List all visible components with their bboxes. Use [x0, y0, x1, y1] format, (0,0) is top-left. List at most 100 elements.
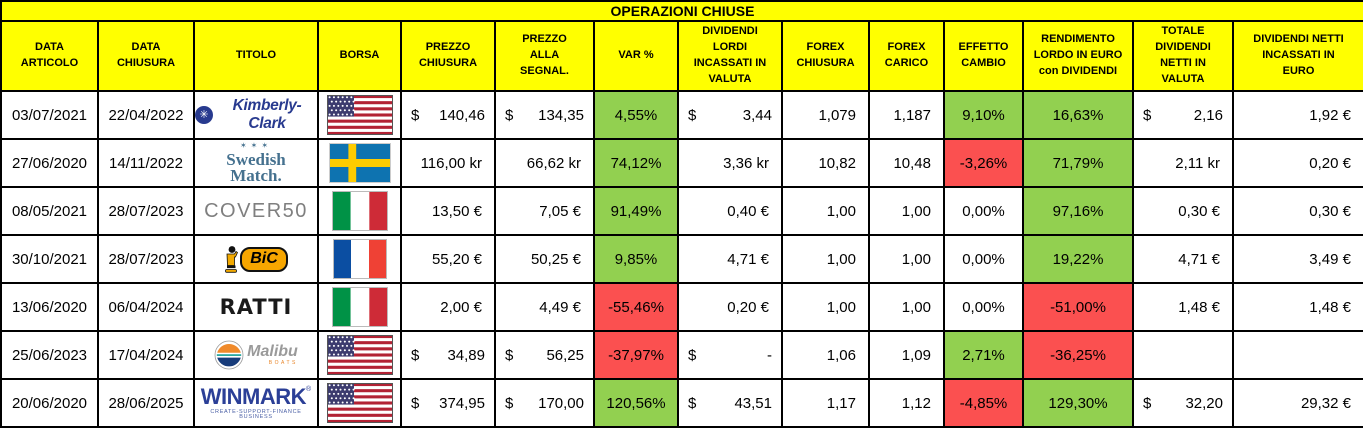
cell-var-pct[interactable]: 120,56% [593, 378, 679, 428]
cell-dividendi-lordi[interactable]: $ - [677, 330, 783, 380]
cell-rendimento-lordo[interactable]: 97,16% [1022, 186, 1134, 236]
cell-forex-carico[interactable]: 1,09 [868, 330, 945, 380]
cell-data-articolo[interactable]: 20/06/2020 [0, 378, 99, 428]
cell-data-chiusura[interactable]: 28/07/2023 [97, 234, 195, 284]
cell-borsa[interactable] [317, 378, 402, 428]
cell-rendimento-lordo[interactable]: -51,00% [1022, 282, 1134, 332]
cell-data-chiusura[interactable]: 14/11/2022 [97, 138, 195, 188]
cell-totale-dividendi-netti[interactable] [1132, 330, 1234, 380]
cell-borsa[interactable] [317, 138, 402, 188]
cell-dividendi-lordi[interactable]: 4,71 € [677, 234, 783, 284]
cell-effetto-cambio[interactable]: 9,10% [943, 90, 1024, 140]
cell-data-chiusura[interactable]: 17/04/2024 [97, 330, 195, 380]
cell-titolo[interactable]: COVER50 [193, 186, 319, 236]
cell-totale-dividendi-netti[interactable]: $32,20 [1132, 378, 1234, 428]
cell-forex-carico[interactable]: 1,187 [868, 90, 945, 140]
cell-data-articolo[interactable]: 08/05/2021 [0, 186, 99, 236]
cell-totale-dividendi-netti[interactable]: 2,11 kr [1132, 138, 1234, 188]
cell-borsa[interactable] [317, 234, 402, 284]
cell-forex-chiusura[interactable]: 1,17 [781, 378, 870, 428]
cell-titolo[interactable]: BiC [193, 234, 319, 284]
col-header-prezzo-chiusura[interactable]: PREZZO CHIUSURA [400, 20, 496, 92]
cell-rendimento-lordo[interactable]: 16,63% [1022, 90, 1134, 140]
cell-data-articolo[interactable]: 25/06/2023 [0, 330, 99, 380]
cell-dividendi-netti-euro[interactable]: 1,48 € [1232, 282, 1363, 332]
cell-dividendi-lordi[interactable]: 0,20 € [677, 282, 783, 332]
cell-prezzo-alla-segnal[interactable]: $170,00 [494, 378, 595, 428]
cell-borsa[interactable] [317, 186, 402, 236]
cell-effetto-cambio[interactable]: 0,00% [943, 234, 1024, 284]
col-header-data-articolo[interactable]: DATA ARTICOLO [0, 20, 99, 92]
col-header-dividendi-lordi[interactable]: DIVIDENDI LORDI INCASSATI IN VALUTA [677, 20, 783, 92]
cell-prezzo-chiusura[interactable]: 55,20 € [400, 234, 496, 284]
cell-effetto-cambio[interactable]: 2,71% [943, 330, 1024, 380]
col-header-rendimento-lordo[interactable]: RENDIMENTO LORDO IN EURO con DIVIDENDI [1022, 20, 1134, 92]
cell-prezzo-alla-segnal[interactable]: 50,25 € [494, 234, 595, 284]
cell-prezzo-alla-segnal[interactable]: $134,35 [494, 90, 595, 140]
cell-titolo[interactable]: ✶✶✶ Swedish Match. [193, 138, 319, 188]
cell-prezzo-alla-segnal[interactable]: $56,25 [494, 330, 595, 380]
cell-forex-chiusura[interactable]: 1,06 [781, 330, 870, 380]
col-header-titolo[interactable]: TITOLO [193, 20, 319, 92]
cell-totale-dividendi-netti[interactable]: $2,16 [1132, 90, 1234, 140]
cell-dividendi-netti-euro[interactable]: 3,49 € [1232, 234, 1363, 284]
col-header-data-chiusura[interactable]: DATA CHIUSURA [97, 20, 195, 92]
cell-prezzo-chiusura[interactable]: $140,46 [400, 90, 496, 140]
cell-dividendi-netti-euro[interactable]: 0,20 € [1232, 138, 1363, 188]
cell-titolo[interactable]: WINMARK® CREATE-SUPPORT-FINANCE BUSINESS [193, 378, 319, 428]
cell-rendimento-lordo[interactable]: 71,79% [1022, 138, 1134, 188]
cell-data-articolo[interactable]: 03/07/2021 [0, 90, 99, 140]
cell-forex-chiusura[interactable]: 1,00 [781, 234, 870, 284]
cell-forex-chiusura[interactable]: 1,00 [781, 186, 870, 236]
cell-borsa[interactable] [317, 90, 402, 140]
cell-dividendi-netti-euro[interactable] [1232, 330, 1363, 380]
cell-prezzo-chiusura[interactable]: 13,50 € [400, 186, 496, 236]
cell-var-pct[interactable]: -37,97% [593, 330, 679, 380]
col-header-effetto-cambio[interactable]: EFFETTO CAMBIO [943, 20, 1024, 92]
cell-rendimento-lordo[interactable]: 19,22% [1022, 234, 1134, 284]
cell-prezzo-alla-segnal[interactable]: 4,49 € [494, 282, 595, 332]
cell-data-chiusura[interactable]: 28/06/2025 [97, 378, 195, 428]
cell-var-pct[interactable]: 9,85% [593, 234, 679, 284]
cell-borsa[interactable] [317, 330, 402, 380]
cell-rendimento-lordo[interactable]: -36,25% [1022, 330, 1134, 380]
cell-titolo[interactable]: Malibu BOATS [193, 330, 319, 380]
cell-titolo[interactable]: ✳ Kimberly-Clark [193, 90, 319, 140]
cell-rendimento-lordo[interactable]: 129,30% [1022, 378, 1134, 428]
cell-totale-dividendi-netti[interactable]: 1,48 € [1132, 282, 1234, 332]
cell-dividendi-lordi[interactable]: 3,36 kr [677, 138, 783, 188]
col-header-prezzo-alla-segnal[interactable]: PREZZO ALLA SEGNAL. [494, 20, 595, 92]
cell-data-chiusura[interactable]: 22/04/2022 [97, 90, 195, 140]
cell-dividendi-netti-euro[interactable]: 0,30 € [1232, 186, 1363, 236]
cell-var-pct[interactable]: 74,12% [593, 138, 679, 188]
cell-effetto-cambio[interactable]: 0,00% [943, 282, 1024, 332]
cell-forex-carico[interactable]: 1,00 [868, 186, 945, 236]
col-header-totale-dividendi-netti[interactable]: TOTALE DIVIDENDI NETTI IN VALUTA [1132, 20, 1234, 92]
cell-dividendi-lordi[interactable]: 0,40 € [677, 186, 783, 236]
cell-data-chiusura[interactable]: 28/07/2023 [97, 186, 195, 236]
cell-forex-carico[interactable]: 1,00 [868, 282, 945, 332]
cell-prezzo-alla-segnal[interactable]: 66,62 kr [494, 138, 595, 188]
cell-var-pct[interactable]: 4,55% [593, 90, 679, 140]
col-header-dividendi-netti-euro[interactable]: DIVIDENDI NETTI INCASSATI IN EURO [1232, 20, 1363, 92]
cell-totale-dividendi-netti[interactable]: 4,71 € [1132, 234, 1234, 284]
cell-prezzo-alla-segnal[interactable]: 7,05 € [494, 186, 595, 236]
cell-dividendi-netti-euro[interactable]: 29,32 € [1232, 378, 1363, 428]
cell-var-pct[interactable]: -55,46% [593, 282, 679, 332]
cell-prezzo-chiusura[interactable]: 116,00 kr [400, 138, 496, 188]
cell-effetto-cambio[interactable]: 0,00% [943, 186, 1024, 236]
cell-dividendi-netti-euro[interactable]: 1,92 € [1232, 90, 1363, 140]
cell-forex-carico[interactable]: 1,00 [868, 234, 945, 284]
cell-prezzo-chiusura[interactable]: $34,89 [400, 330, 496, 380]
cell-forex-chiusura[interactable]: 1,00 [781, 282, 870, 332]
cell-forex-carico[interactable]: 1,12 [868, 378, 945, 428]
cell-forex-carico[interactable]: 10,48 [868, 138, 945, 188]
cell-data-articolo[interactable]: 27/06/2020 [0, 138, 99, 188]
cell-effetto-cambio[interactable]: -3,26% [943, 138, 1024, 188]
cell-dividendi-lordi[interactable]: $3,44 [677, 90, 783, 140]
cell-dividendi-lordi[interactable]: $43,51 [677, 378, 783, 428]
cell-prezzo-chiusura[interactable]: 2,00 € [400, 282, 496, 332]
col-header-borsa[interactable]: BORSA [317, 20, 402, 92]
col-header-forex-chiusura[interactable]: FOREX CHIUSURA [781, 20, 870, 92]
cell-var-pct[interactable]: 91,49% [593, 186, 679, 236]
